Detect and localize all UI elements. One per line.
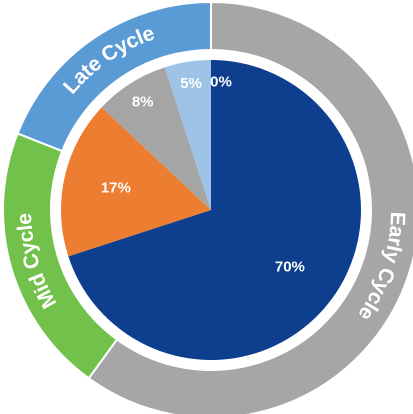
- ring-segment: [87, 0, 413, 414]
- ring-segment: [16, 0, 212, 153]
- pie-label: 8%: [132, 93, 154, 110]
- pie-slice: [68, 60, 361, 360]
- pie-label: 5%: [180, 75, 202, 92]
- pie-slice: [164, 60, 211, 210]
- pie-slice: [61, 107, 211, 257]
- pie-slice: [101, 67, 211, 210]
- pie-label: 0%: [210, 73, 232, 90]
- pie-label: 17%: [101, 180, 131, 197]
- pie-label: 70%: [275, 258, 305, 275]
